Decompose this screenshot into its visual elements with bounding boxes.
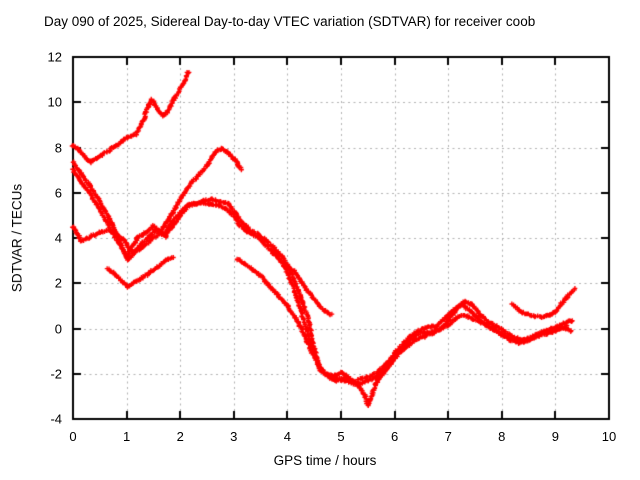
x-tick-label: 9 [551, 429, 560, 444]
y-tick-label: 8 [54, 140, 62, 155]
y-tick-label: 12 [47, 49, 62, 65]
x-axis-label: GPS time / hours [273, 453, 377, 468]
y-tick-label: 6 [54, 185, 62, 201]
x-tick-label: 3 [230, 429, 238, 444]
y-tick-label: -4 [50, 411, 62, 427]
x-tick-label: 10 [601, 429, 617, 444]
chart-title: Day 090 of 2025, Sidereal Day-to-day VTE… [44, 14, 536, 29]
x-tick-label: 0 [69, 429, 77, 444]
x-tick-label: 8 [498, 429, 506, 444]
y-tick-label: -2 [50, 366, 62, 382]
y-tick-label: 2 [54, 275, 62, 291]
x-tick-label: 6 [390, 429, 399, 444]
y-tick-label: 0 [54, 321, 62, 336]
y-tick-label: 10 [47, 94, 62, 110]
x-tick-label: 2 [176, 429, 184, 444]
x-tick-label: 4 [283, 429, 292, 444]
y-tick-label: 4 [54, 230, 62, 246]
x-tick-label: 1 [122, 429, 131, 444]
x-tick-label: 5 [337, 429, 345, 444]
x-tick-label: 7 [444, 429, 452, 444]
